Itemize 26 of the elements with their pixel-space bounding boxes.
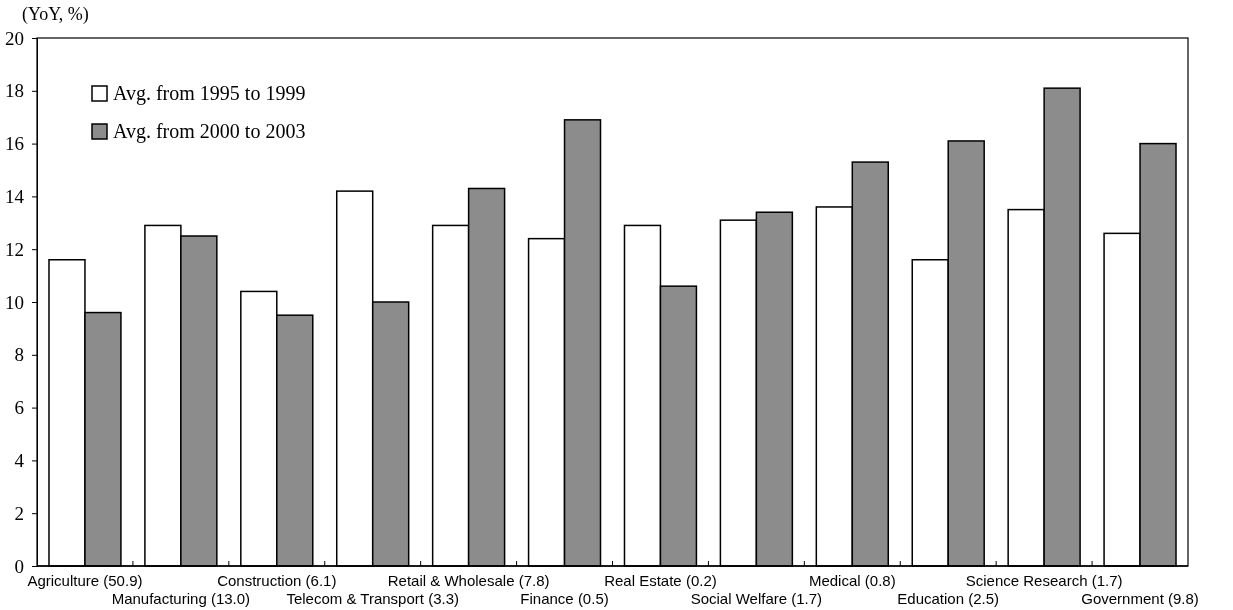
legend-label: Avg. from 1995 to 1999: [113, 82, 306, 105]
x-tick-label: Social Welfare (1.7): [690, 590, 823, 607]
x-tick-label: Real Estate (0.2): [604, 572, 717, 589]
x-tick-label: Retail & Wholesale (7.8): [387, 572, 550, 589]
x-tick-label: Education (2.5): [897, 590, 1000, 607]
x-tick-label: Finance (0.5): [520, 590, 609, 607]
x-tick-label: Agriculture (50.9): [27, 572, 143, 589]
y-tick-label: 12: [5, 238, 24, 260]
y-tick-label: 20: [5, 27, 24, 49]
legend-label: Avg. from 2000 to 2003: [113, 120, 306, 143]
y-axis-title: (YoY, %): [22, 4, 89, 25]
x-tick-label: Telecom & Transport (3.3): [286, 590, 459, 607]
y-tick-label: 0: [14, 555, 24, 577]
y-tick-label: 18: [5, 80, 24, 102]
x-tick-label: Manufacturing (13.0): [111, 590, 251, 607]
y-tick-label: 2: [14, 502, 24, 524]
y-tick-label: 16: [5, 133, 24, 155]
x-tick-label: Government (9.8): [1081, 590, 1199, 607]
y-tick-label: 10: [5, 291, 24, 313]
x-tick-label: Science Research (1.7): [965, 572, 1123, 589]
x-tick-label: Construction (6.1): [217, 572, 337, 589]
y-tick-label: 4: [14, 449, 25, 471]
y-tick-label: 8: [14, 344, 24, 366]
x-tick-label: Medical (0.8): [808, 572, 896, 589]
y-tick-label: 6: [14, 397, 24, 419]
y-tick-label: 14: [5, 185, 25, 207]
